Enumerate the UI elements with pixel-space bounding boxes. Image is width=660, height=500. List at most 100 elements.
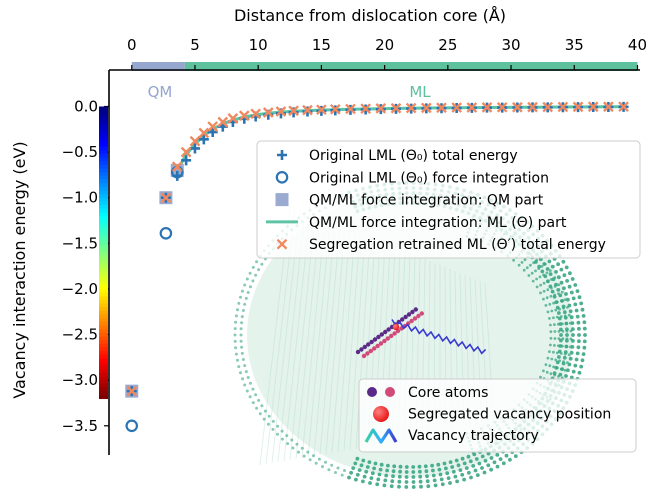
colorbar-segment (99, 274, 108, 279)
atom (467, 470, 471, 475)
atom (404, 475, 409, 479)
x-tick-label: 35 (565, 36, 584, 54)
atom (361, 458, 366, 463)
atom (398, 464, 403, 469)
atom (426, 484, 431, 489)
atom (368, 481, 372, 485)
colorbar-segment (99, 168, 108, 173)
inset-legend: Core atoms Segregated vacancy position Vac… (358, 378, 637, 453)
core-atom (403, 314, 408, 320)
atom (559, 367, 563, 371)
atom (404, 465, 409, 469)
colorbar-segment (99, 314, 108, 319)
plus-marker (189, 143, 200, 154)
atom (466, 454, 471, 459)
colorbar-segment (99, 361, 108, 367)
atom (575, 314, 580, 319)
colorbar-segment (99, 208, 108, 213)
atom (550, 309, 554, 313)
atom (255, 406, 259, 410)
atom (314, 461, 318, 465)
atom (234, 314, 238, 318)
atom (568, 321, 572, 325)
atom (563, 298, 567, 302)
colorbar-segment (99, 205, 108, 210)
colorbar-segment (99, 380, 108, 385)
core-atom (386, 327, 391, 332)
colorbar-segment (99, 307, 108, 312)
atom (398, 469, 402, 474)
colorbar-segment (99, 354, 108, 359)
colorbar-segment (99, 110, 108, 115)
atom (347, 475, 351, 480)
atom (542, 369, 545, 373)
plus-marker (198, 134, 209, 145)
atom (559, 352, 563, 355)
colorbar-segment (99, 252, 108, 257)
atom (378, 467, 383, 472)
x-marker (227, 113, 239, 124)
atom (340, 473, 344, 477)
colorbar-segment (99, 267, 108, 272)
atom (255, 260, 259, 264)
atom (573, 283, 578, 287)
atom (582, 339, 587, 344)
atom (445, 471, 450, 476)
colorbar-segment (99, 336, 108, 341)
core-atom (382, 338, 387, 344)
atom (556, 288, 561, 292)
atom (241, 377, 244, 381)
atom (362, 474, 367, 479)
atom (251, 279, 255, 283)
atom (246, 376, 250, 379)
x-tick-label: 20 (375, 36, 394, 54)
inset-streak (313, 222, 336, 457)
y-tick-label: −1.0 (62, 189, 98, 207)
atom (437, 467, 442, 472)
atom (550, 289, 555, 294)
atom (317, 457, 321, 461)
atom (241, 309, 245, 312)
atom (475, 473, 480, 477)
atom (571, 339, 575, 343)
atom (372, 466, 376, 471)
x-marker (527, 101, 538, 113)
x-marker (316, 104, 327, 116)
atom (495, 464, 500, 469)
colorbar-segment (99, 347, 108, 352)
atom (468, 459, 473, 464)
core-atom (385, 336, 390, 341)
atom (530, 271, 534, 275)
x-marker (302, 104, 313, 116)
atom (558, 359, 561, 363)
atom (246, 291, 250, 294)
atom (549, 323, 552, 327)
colorbar-segment (99, 372, 108, 378)
atom (236, 358, 239, 362)
colorbar-segment (99, 292, 108, 297)
colorbar-segment (99, 369, 108, 374)
atom (577, 339, 581, 344)
colorbar-segment (99, 190, 108, 195)
atom (566, 297, 570, 302)
atom (234, 320, 238, 324)
atom (239, 333, 243, 337)
atom (580, 358, 585, 363)
inset-legend-label: Core atoms (408, 385, 488, 401)
atom (543, 262, 547, 266)
x-marker (126, 385, 138, 397)
colorbar-segment (99, 278, 108, 283)
x-marker (288, 105, 299, 117)
atom (564, 292, 568, 296)
atom (417, 464, 422, 469)
atom (306, 450, 310, 454)
segregated-vacancy (392, 323, 400, 331)
atom (365, 465, 370, 469)
atom (574, 357, 579, 362)
atom (438, 472, 443, 477)
atom (552, 316, 555, 320)
colorbar-segment (99, 121, 108, 126)
atom (411, 485, 416, 489)
atom (546, 356, 550, 360)
legend: Original LML (Θ₀) total energy Original L… (256, 140, 641, 259)
